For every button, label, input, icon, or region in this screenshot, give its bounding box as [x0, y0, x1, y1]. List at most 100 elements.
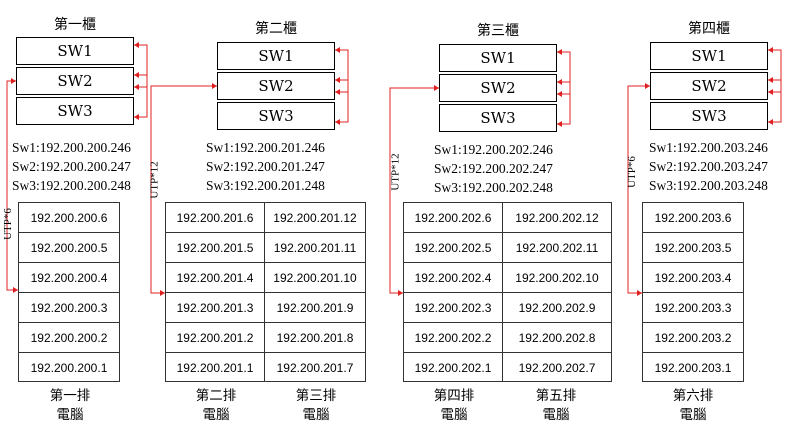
- cabinet-4-sw2: SW2: [650, 72, 768, 100]
- cabinet-4-ip-list: Sw1:192.200.203.246 Sw2:192.200.203.247 …: [649, 138, 768, 195]
- cabinet-3-stack-wire: [557, 51, 571, 95]
- ip-cell: 192.200.201.11: [265, 233, 365, 263]
- cabinet-4-stack-wire: [768, 79, 782, 123]
- cabinet-1-stack-arrow: [134, 42, 139, 48]
- cabinet-3-stack-wire: [557, 81, 571, 125]
- uplink-arrow-4: [645, 83, 650, 89]
- cabinet-1-ip-sw2: Sw2:192.200.200.247: [12, 159, 131, 174]
- row-6-label: 第六排 電腦: [653, 387, 733, 425]
- ip-cell: 192.200.200.5: [19, 233, 119, 263]
- ip-cell: 192.200.203.4: [643, 263, 743, 293]
- row-6-label-line1: 第六排: [672, 388, 714, 404]
- ip-cell: 192.200.202.9: [503, 293, 611, 323]
- cabinet-4-stack-arrow: [768, 77, 773, 83]
- uplink-cabinet-4: [627, 85, 650, 294]
- cabinet-4-ip-sw1: Sw1:192.200.203.246: [649, 140, 768, 155]
- ip-cell: 192.200.202.4: [404, 263, 502, 293]
- cabinet-4-title: 第四櫃: [688, 21, 730, 37]
- uplink-arrow-1: [13, 287, 18, 293]
- row-5-label: 第五排 電腦: [516, 387, 596, 425]
- ip-cell: 192.200.202.6: [404, 203, 502, 233]
- cabinet-3-stack-arrow: [557, 49, 562, 55]
- row-4-label-line2: 電腦: [440, 407, 468, 423]
- ip-cell: 192.200.201.1: [176, 361, 254, 375]
- row-3-label: 第三排 電腦: [276, 387, 356, 425]
- ip-cell: 192.200.201.2: [166, 323, 264, 353]
- ip-cell: 192.200.203.6: [643, 203, 743, 233]
- cabinet-3-ip-sw2: Sw2:192.200.202.247: [434, 161, 553, 176]
- uplink-cabinet-3: [389, 87, 439, 294]
- row-5-label-line1: 第五排: [535, 388, 577, 404]
- row-2-label-line1: 第二排: [195, 388, 237, 404]
- cabinet-3-title: 第三櫃: [477, 23, 519, 39]
- row-4-label-line1: 第四排: [433, 388, 475, 404]
- cabinet-1-stack-arrow: [134, 84, 139, 90]
- ip-cell: 192.200.202.2: [404, 323, 502, 353]
- ip-cell: 192.200.201.12: [265, 203, 365, 233]
- row-2-ip-column: 192.200.201.6 192.200.201.5 192.200.201.…: [165, 202, 265, 382]
- cabinet-1-sw1: SW1: [16, 37, 134, 65]
- row-1-label-line1: 第一排: [49, 388, 91, 404]
- cabinet-3-sw3: SW3: [439, 104, 557, 132]
- cabinet-4-ip-sw2: Sw2:192.200.203.247: [649, 159, 768, 174]
- ip-cell: 192.200.202.3: [404, 293, 502, 323]
- uplink-arrow-4: [637, 290, 642, 296]
- cabinet-2-title: 第二櫃: [255, 21, 297, 37]
- uplink-arrow-2: [160, 290, 165, 296]
- ip-cell: 192.200.201.8: [265, 323, 365, 353]
- cabinet-3-sw2: SW2: [439, 74, 557, 102]
- ip-cell: 192.200.201.7: [276, 361, 354, 375]
- cabinet-2-ip-sw2: Sw2:192.200.201.247: [206, 159, 325, 174]
- cabinet-4-stack-arrow: [768, 47, 773, 53]
- cabinet-1-sw2: SW2: [16, 67, 134, 95]
- ip-cell: 192.200.202.1: [414, 361, 492, 375]
- cabinet-1-stack-arrow: [134, 72, 139, 78]
- cabinet-1-title: 第一櫃: [54, 17, 96, 33]
- ip-cell: 192.200.202.8: [503, 323, 611, 353]
- cabinet-2-stack-arrow: [335, 47, 340, 53]
- cabinet-1-stack-wire: [134, 74, 148, 118]
- cabinet-2-sw3: SW3: [217, 102, 335, 130]
- cabinet-1-stack-wire: [134, 44, 148, 88]
- cabinet-2-stack-arrow: [335, 89, 340, 95]
- cabinet-2-sw1: SW1: [217, 42, 335, 70]
- cabinet-3-sw1: SW1: [439, 44, 557, 72]
- row-2-label: 第二排 電腦: [176, 387, 256, 425]
- row-5-label-line2: 電腦: [542, 407, 570, 423]
- cabinet-3-ip-list: Sw1:192.200.202.246 Sw2:192.200.202.247 …: [434, 140, 553, 197]
- ip-cell: 192.200.200.1: [30, 361, 108, 375]
- utp-label-4: UTP*6: [625, 156, 638, 188]
- ip-cell: 192.200.201.9: [265, 293, 365, 323]
- uplink-cabinet-2: [150, 85, 217, 294]
- cabinet-4-stack-arrow: [768, 119, 773, 125]
- cabinet-1-stack-arrow: [134, 114, 139, 120]
- row-1-label-line2: 電腦: [56, 407, 84, 423]
- row-1-ip-column: 192.200.200.6 192.200.200.5 192.200.200.…: [18, 202, 120, 382]
- ip-cell: 192.200.202.11: [503, 233, 611, 263]
- ip-cell: 192.200.200.4: [19, 263, 119, 293]
- ip-cell: 192.200.201.5: [166, 233, 264, 263]
- ip-cell: 192.200.202.7: [518, 361, 596, 375]
- cabinet-1-sw3: SW3: [16, 97, 134, 125]
- uplink-arrow-1: [11, 78, 16, 84]
- cabinet-4-stack-arrow: [768, 89, 773, 95]
- cabinet-3-stack-arrow: [557, 79, 562, 85]
- row-5-ip-column: 192.200.202.12 192.200.202.11 192.200.20…: [502, 202, 612, 382]
- row-4-label: 第四排 電腦: [414, 387, 494, 425]
- ip-cell: 192.200.203.3: [643, 293, 743, 323]
- ip-cell: 192.200.202.5: [404, 233, 502, 263]
- row-1-label: 第一排 電腦: [30, 387, 110, 425]
- uplink-arrow-3: [398, 290, 403, 296]
- cabinet-2-ip-list: Sw1:192.200.201.246 Sw2:192.200.201.247 …: [206, 138, 325, 195]
- cabinet-3-stack-arrow: [557, 91, 562, 97]
- ip-cell: 192.200.200.3: [19, 293, 119, 323]
- utp-label-3: UTP*12: [389, 153, 402, 191]
- row-6-label-line2: 電腦: [679, 407, 707, 423]
- cabinet-4-stack-wire: [768, 49, 782, 93]
- cabinet-3-stack-arrow: [557, 121, 562, 127]
- row-3-label-line2: 電腦: [302, 407, 330, 423]
- cabinet-4-sw3: SW3: [650, 102, 768, 130]
- row-3-ip-column: 192.200.201.12 192.200.201.11 192.200.20…: [264, 202, 366, 382]
- row-4-ip-column: 192.200.202.6 192.200.202.5 192.200.202.…: [403, 202, 503, 382]
